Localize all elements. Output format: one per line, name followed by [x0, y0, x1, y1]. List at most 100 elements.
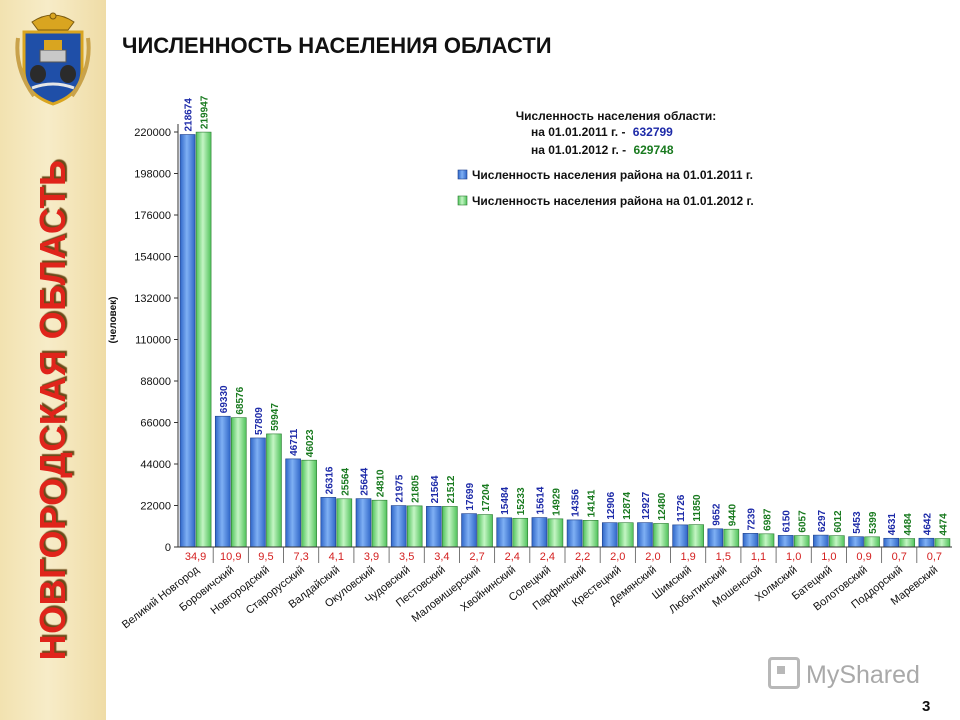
value-label-2011: 4642	[922, 513, 933, 536]
bar-2012	[547, 518, 564, 548]
bar-2011	[214, 415, 231, 548]
value-label-2012: 11850	[692, 494, 703, 522]
y-tick-label: 110000	[135, 335, 171, 347]
value-label-2011: 17699	[465, 482, 476, 510]
y-tick-label: 22000	[140, 501, 171, 513]
share-label: 1,5	[716, 551, 731, 563]
value-label-2011: 15484	[500, 487, 511, 515]
value-label-2011: 11726	[676, 494, 687, 522]
bar-2012	[582, 520, 599, 548]
value-label-2011: 4631	[887, 513, 898, 536]
legend-swatch-2012	[457, 195, 468, 206]
value-label-2012: 9440	[727, 504, 738, 527]
bar-2012	[230, 417, 247, 548]
value-label-2011: 12906	[606, 491, 617, 519]
value-label-2012: 21512	[446, 475, 457, 503]
page-title: ЧИСЛЕННОСТЬ НАСЕЛЕНИЯ ОБЛАСТИ	[122, 33, 552, 58]
value-label-2011: 26316	[324, 466, 335, 494]
y-tick-label: 66000	[140, 418, 171, 430]
y-tick-label: 0	[165, 542, 171, 554]
myshared-logo-icon	[768, 657, 800, 689]
bar-2011	[707, 528, 724, 548]
value-label-2012: 219947	[200, 95, 211, 129]
bar-2011	[390, 505, 407, 548]
value-label-2011: 57809	[254, 407, 265, 435]
share-label: 0,7	[892, 551, 907, 563]
share-label: 34,9	[185, 551, 206, 563]
info-total-2012: 629748	[633, 143, 673, 157]
bar-2012	[899, 538, 916, 548]
share-label: 1,9	[680, 551, 695, 563]
share-label: 2,2	[575, 551, 590, 563]
bar-2011	[883, 537, 900, 548]
value-label-2011: 5453	[852, 511, 863, 534]
bar-2012	[442, 506, 458, 548]
page-number: 3	[922, 698, 931, 715]
value-label-2011: 7239	[747, 508, 758, 531]
value-label-2012: 6012	[833, 510, 844, 533]
value-label-2011: 14356	[571, 489, 582, 517]
value-label-2011: 15614	[535, 486, 546, 514]
info-title: Численность населения области:	[516, 109, 717, 123]
share-label: 2,4	[505, 551, 520, 563]
value-label-2012: 4484	[903, 513, 914, 536]
sidebar: НОВГОРОДСКАЯ ОБЛАСТЬ	[0, 0, 106, 720]
value-label-2012: 25564	[340, 468, 351, 496]
bar-2011	[320, 497, 337, 548]
value-label-2012: 12480	[657, 492, 668, 520]
bar-2011	[461, 513, 477, 548]
value-label-2012: 59947	[270, 403, 281, 431]
bar-2011	[918, 537, 935, 548]
bar-2012	[617, 522, 634, 548]
share-label: 0,9	[856, 551, 871, 563]
share-label: 3,5	[399, 551, 414, 563]
bar-2011	[179, 134, 196, 548]
watermark-text: MyShared	[806, 661, 920, 689]
bar-2012	[406, 505, 423, 548]
y-axis-label: (человек)	[108, 297, 119, 344]
share-label: 1,0	[786, 551, 801, 563]
share-label: 3,9	[364, 551, 379, 563]
value-label-2012: 6987	[763, 508, 774, 531]
svg-text:на 01.01.2011 г. - 63279: на 01.01.2011 г. - 632799	[531, 125, 673, 139]
value-label-2011: 12927	[641, 491, 652, 519]
value-label-2012: 24810	[376, 469, 387, 497]
info-box: Численность населения области: на 01.01.…	[516, 109, 717, 157]
value-label-2011: 69330	[219, 385, 230, 413]
y-tick-label: 154000	[134, 252, 171, 264]
value-label-2012: 15233	[516, 487, 527, 515]
bar-2012	[723, 528, 740, 548]
info-line-2011: на 01.01.2011 г. -	[531, 125, 625, 139]
bar-2011	[285, 458, 301, 548]
share-label: 2,0	[610, 551, 625, 563]
bar-2012	[688, 524, 704, 548]
bar-2012	[512, 517, 529, 548]
share-label: 3,4	[434, 551, 449, 563]
value-label-2012: 4474	[938, 513, 949, 536]
value-label-2012: 46023	[305, 429, 316, 457]
value-label-2012: 6057	[798, 510, 809, 533]
y-tick-label: 132000	[134, 293, 171, 305]
bar-2012	[653, 523, 669, 548]
share-label: 2,7	[469, 551, 484, 563]
bar-2011	[601, 522, 618, 548]
value-label-2012: 14929	[551, 488, 562, 516]
share-label: 2,0	[645, 551, 660, 563]
value-label-2012: 21805	[411, 475, 422, 503]
bar-2011	[672, 524, 688, 548]
bar-2011	[848, 536, 864, 548]
bar-2011	[496, 517, 513, 548]
bar-2011	[637, 522, 653, 548]
value-label-2011: 6297	[817, 509, 828, 532]
share-label: 10,9	[220, 551, 241, 563]
y-tick-label: 88000	[140, 376, 171, 388]
share-label: 1,0	[821, 551, 836, 563]
y-tick-label: 198000	[134, 169, 171, 181]
region-title: НОВГОРОДСКАЯ ОБЛАСТЬ	[32, 159, 73, 661]
value-label-2012: 14141	[587, 489, 598, 517]
bar-2011	[777, 535, 794, 548]
svg-text:на 01.01.2012 г. - 62974: на 01.01.2012 г. - 629748	[531, 143, 674, 157]
bar-2011	[566, 519, 583, 548]
share-label: 1,1	[751, 551, 766, 563]
bar-2012	[934, 538, 951, 548]
